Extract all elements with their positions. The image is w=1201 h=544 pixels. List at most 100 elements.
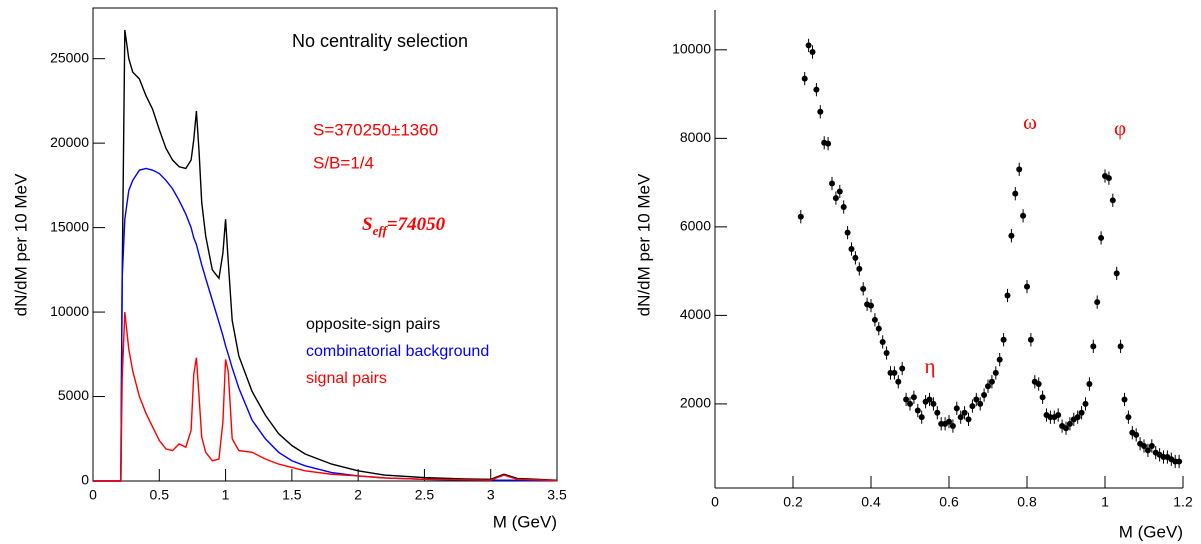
data-point (1035, 380, 1042, 387)
data-point (981, 392, 988, 399)
y-axis-label: dN/dM per 10 MeV (634, 173, 653, 316)
data-point (797, 213, 804, 220)
data-point (1004, 292, 1011, 299)
y-tick-label: 15000 (50, 218, 89, 234)
data-point (1090, 343, 1097, 350)
data-point (918, 414, 925, 421)
y-axis-label: dN/dM per 10 MeV (11, 173, 30, 316)
x-tick-label: 1.5 (282, 487, 302, 503)
data-point (992, 369, 999, 376)
peak-label: φ (1114, 116, 1126, 140)
data-point (1020, 212, 1027, 219)
x-tick-label: 0.4 (861, 494, 881, 510)
data-point (1094, 299, 1101, 306)
data-point (1109, 197, 1116, 204)
x-tick-label: 0.6 (939, 494, 959, 510)
data-point (879, 338, 886, 345)
x-tick-label: 1 (222, 487, 230, 503)
data-point (1074, 414, 1081, 421)
annotation: S=370250±1360 (313, 120, 438, 139)
data-point (1055, 411, 1062, 418)
y-tick-label: 0 (81, 472, 89, 488)
series-line (93, 29, 558, 482)
data-point (829, 180, 835, 187)
annotation: No centrality selection (292, 31, 468, 51)
data-point (1027, 336, 1034, 343)
x-tick-label: 2.5 (415, 487, 435, 503)
data-point (969, 403, 976, 410)
data-point (1016, 166, 1023, 173)
data-point (957, 414, 964, 421)
data-point (1113, 270, 1120, 277)
data-point (1063, 425, 1069, 432)
data-point (1098, 234, 1105, 241)
data-point (1008, 232, 1015, 239)
legend-entry: signal pairs (306, 370, 387, 387)
x-tick-label: 2 (354, 487, 362, 503)
data-point (973, 396, 980, 403)
y-tick-label: 4000 (680, 306, 711, 322)
data-point (1148, 442, 1155, 449)
data-point (809, 49, 816, 56)
data-point (996, 356, 1003, 363)
data-point (949, 423, 956, 430)
data-point (985, 383, 991, 390)
peak-label: η (925, 354, 936, 378)
data-point (832, 195, 839, 202)
s-eff-subscript: eff (373, 223, 389, 238)
legend-entry: opposite-sign pairs (306, 316, 440, 333)
data-point (953, 405, 960, 412)
data-point (934, 409, 941, 416)
x-tick-label: 0 (89, 487, 97, 503)
y-tick-label: 8000 (680, 129, 711, 145)
s-eff-symbol: S (362, 214, 373, 235)
left-frame (92, 7, 558, 482)
data-point (871, 316, 878, 323)
x-axis-label: M (GeV) (493, 512, 557, 531)
peak-label: ω (1023, 110, 1037, 134)
y-tick-label: 5000 (58, 387, 89, 403)
x-tick-label: 0.2 (783, 494, 803, 510)
y-tick-label: 25000 (50, 49, 89, 65)
data-point (903, 396, 910, 403)
data-point (813, 86, 820, 93)
data-point (1176, 458, 1183, 465)
data-point (801, 75, 808, 82)
data-point (895, 378, 902, 385)
data-point (1105, 175, 1112, 182)
data-point (988, 378, 995, 385)
data-point (1133, 431, 1140, 438)
x-axis-label: M (GeV) (1119, 522, 1183, 541)
data-point (852, 254, 859, 261)
data-point (825, 140, 832, 147)
data-point (930, 400, 937, 407)
x-tick-label: 1.2 (1173, 494, 1193, 510)
x-tick-label: 1 (1101, 494, 1109, 510)
legend-entry: combinatorial background (306, 343, 489, 360)
data-point (805, 42, 812, 49)
data-point (883, 350, 890, 357)
y-tick-label: 10000 (672, 41, 711, 57)
data-point (1012, 190, 1019, 197)
data-point (1121, 396, 1128, 403)
data-point (1144, 447, 1151, 454)
data-point (1039, 394, 1046, 401)
data-point (907, 400, 913, 407)
data-point (1000, 336, 1007, 343)
data-point (848, 246, 855, 252)
data-point (836, 188, 843, 195)
data-point (1024, 283, 1030, 290)
data-point (914, 407, 921, 414)
y-tick-label: 6000 (680, 218, 711, 234)
y-tick-label: 20000 (50, 134, 89, 150)
x-tick-label: 0.5 (150, 487, 170, 503)
data-point (844, 229, 851, 236)
data-point (965, 416, 972, 423)
series-line (93, 311, 558, 482)
data-point (1141, 442, 1147, 449)
data-point (926, 396, 933, 403)
x-tick-label: 0.8 (1017, 494, 1037, 510)
data-point (1082, 400, 1089, 407)
y-tick-label: 2000 (680, 395, 711, 411)
